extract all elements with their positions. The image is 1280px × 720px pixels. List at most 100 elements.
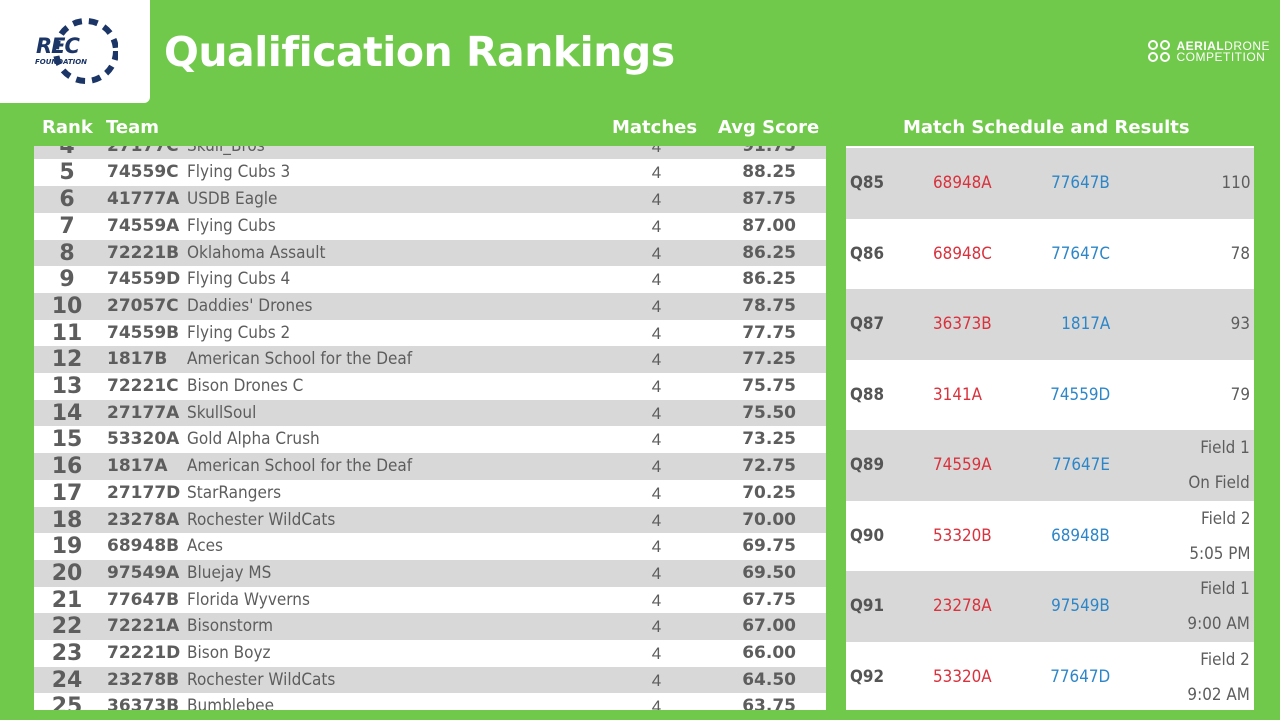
matches-cell: 4 [651,697,662,710]
team-name-cell: USDB Eagle [187,189,278,210]
team-name-cell: Flying Cubs 3 [187,162,291,183]
header-matches: Matches [612,117,698,138]
team-name-cell: Florida Wyverns [187,589,310,610]
matches-cell: 4 [651,270,662,290]
team-number-cell: 27177C [107,146,179,160]
match-id: Q89 [850,455,885,474]
avg-score-cell: 88.25 [742,162,796,183]
avg-score-cell: 63.75 [742,696,796,710]
avg-score-cell: 70.25 [742,482,796,503]
matches-cell: 4 [651,163,662,183]
rank-cell: 16 [51,454,83,480]
team-name-cell: Flying Cubs 2 [187,322,291,343]
match-status-line2: 9:02 AM [1187,684,1250,704]
schedule-row: Q89 74559A 77647E Field 1 On Field [846,430,1254,501]
header-schedule: Match Schedule and Results [903,117,1190,138]
team-number-cell: 77647B [107,589,180,610]
team-number-cell: 23278A [107,509,180,530]
schedule-row: Q88 3141A 74559D 79 [846,360,1254,431]
rankings-table[interactable]: 4 27177C Skull_Bros 4 91.75 5 74559C Flying Cub… [34,146,826,710]
team-name-cell: Bison Drones C [187,376,304,396]
schedule-row: Q87 36373B 1817A 93 [846,289,1254,360]
rank-cell: 12 [51,347,83,373]
schedule-row: Q92 53320A 77647D Field 2 9:02 AM [846,642,1254,711]
table-row: 5 74559C Flying Cubs 3 4 88.25 [34,159,826,186]
matches-cell: 4 [651,377,662,396]
avg-score-cell: 67.00 [742,616,796,637]
match-id: Q87 [850,314,885,333]
matches-cell: 4 [651,403,662,423]
table-row: 19 68948B Aces 4 69.75 [34,533,826,560]
team-number-cell: 27177D [107,482,181,503]
matches-cell: 4 [651,243,662,263]
rec-foundation-logo: REC FOUNDATION [0,0,150,103]
team-number-cell: 53320A [107,429,180,450]
red-alliance-team: 68948A [933,173,992,192]
matches-cell: 4 [651,563,662,583]
team-number-cell: 72221B [107,242,180,263]
team-name-cell: Bluejay MS [187,562,272,583]
matches-cell: 4 [651,670,662,690]
team-name-cell: American School for the Deaf [187,456,413,477]
team-name-cell: Skull_Bros [187,146,265,160]
table-row: 21 77647B Florida Wyverns 4 67.75 [34,587,826,614]
page-title: Qualification Rankings [164,28,675,76]
table-row: 8 72221B Oklahoma Assault 4 86.25 [34,239,826,267]
team-name-cell: Rochester WildCats [187,509,336,530]
matches-cell: 4 [651,457,662,477]
rank-cell: 23 [51,641,83,666]
match-id: Q85 [850,173,885,192]
matches-cell: 4 [651,146,662,156]
rank-cell: 14 [51,400,83,426]
match-score: 110 [1221,173,1250,192]
header-team: Team [106,117,159,138]
match-score: 93 [1230,314,1250,333]
table-row: 16 1817A American School for the Deaf 4 72.7… [34,453,826,480]
table-row: 6 41777A USDB Eagle 4 87.75 [34,186,826,213]
drone-icon [1148,40,1172,64]
brand-line1-rest: DRONE [1224,39,1270,53]
rank-cell: 8 [59,240,75,266]
rank-cell: 15 [51,427,83,453]
rank-cell: 13 [51,374,83,399]
match-id: Q91 [850,596,885,615]
matches-cell: 4 [651,483,662,503]
matches-cell: 4 [651,190,662,210]
table-row: 13 72221C Bison Drones C 4 75.75 [34,373,826,400]
schedule-row: Q85 68948A 77647B 110 [846,148,1254,219]
avg-score-cell: 75.50 [742,402,796,423]
rank-cell: 20 [51,560,83,586]
schedule-row: Q86 68948C 77647C 78 [846,219,1254,290]
rank-cell: 18 [51,507,83,533]
header-rank: Rank [42,117,93,138]
team-name-cell: StarRangers [187,482,282,503]
avg-score-cell: 78.75 [742,295,796,316]
team-name-cell: SkullSoul [187,402,257,423]
table-row: 20 97549A Bluejay MS 4 69.50 [34,559,826,587]
matches-cell: 4 [651,296,662,316]
red-alliance-team: 74559A [933,455,992,474]
team-name-cell: Daddies' Drones [187,295,313,316]
match-status-line1: Field 1 [1200,579,1250,598]
rank-cell: 11 [51,320,83,346]
match-schedule-table[interactable]: Q85 68948A 77647B 110 Q86 68948C 77647C 78 Q87 36… [846,146,1254,710]
match-id: Q90 [850,525,885,545]
table-row: 18 23278A Rochester WildCats 4 70.00 [34,506,826,534]
match-status: Field 2 9:02 AM [1188,642,1250,711]
avg-score-cell: 69.50 [742,562,796,583]
team-name-cell: Oklahoma Assault [187,242,326,263]
table-row: 24 23278B Rochester WildCats 4 64.50 [34,666,826,694]
brand-line1-bold: AERIAL [1176,39,1225,53]
matches-cell: 4 [651,537,662,557]
table-row: 25 36373B Bumblebee 4 63.75 [34,693,826,710]
team-name-cell: American School for the Deaf [187,349,413,370]
team-number-cell: 36373B [107,696,180,710]
team-name-cell: Bumblebee [187,696,275,710]
rank-cell: 22 [51,614,83,640]
match-id: Q88 [850,384,885,404]
table-row: 10 27057C Daddies' Drones 4 78.75 [34,292,826,320]
avg-score-cell: 73.25 [742,429,796,450]
team-number-cell: 74559B [107,322,180,343]
team-number-cell: 1817A [107,456,168,477]
red-alliance-team: 36373B [933,314,992,333]
